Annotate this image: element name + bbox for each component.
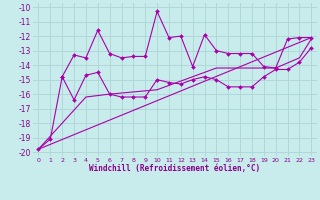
X-axis label: Windchill (Refroidissement éolien,°C): Windchill (Refroidissement éolien,°C)	[89, 164, 260, 173]
